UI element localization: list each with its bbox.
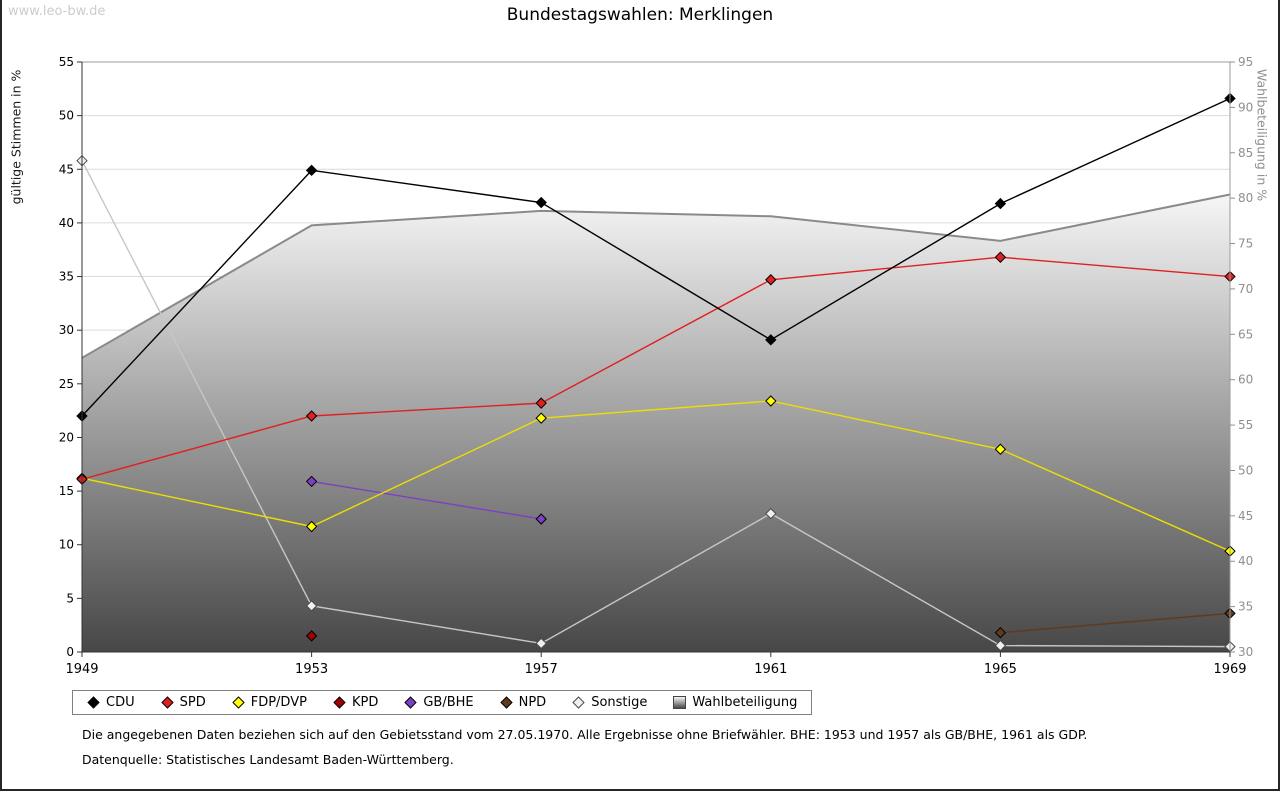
svg-text:25: 25	[59, 377, 74, 391]
svg-text:80: 80	[1238, 191, 1253, 205]
legend-diamond-icon	[160, 696, 174, 709]
svg-text:95: 95	[1238, 55, 1253, 69]
data-point-marker	[994, 443, 1007, 455]
data-point-marker	[305, 520, 318, 533]
wahlbeteiligung-area	[82, 194, 1230, 652]
series-kpd	[305, 630, 318, 642]
svg-text:40: 40	[59, 216, 74, 230]
legend-diamond-icon	[333, 696, 346, 709]
data-point-marker	[535, 412, 547, 424]
legend-item-gb-bhe: GB/BHE	[404, 695, 474, 710]
svg-text:1949: 1949	[65, 662, 98, 677]
data-point-marker	[765, 395, 777, 407]
legend-label: SPD	[179, 695, 206, 710]
data-point-marker	[765, 507, 777, 520]
svg-text:20: 20	[59, 430, 74, 444]
svg-text:35: 35	[1238, 600, 1253, 614]
series-gb-bhe	[305, 475, 547, 525]
watermark: www.leo-bw.de	[8, 4, 106, 19]
left-axis-title: gültige Stimmen in %	[8, 69, 24, 205]
legend-diamond-icon	[404, 696, 418, 709]
legend-label: CDU	[106, 695, 135, 710]
legend-label: KPD	[351, 695, 379, 710]
svg-text:55: 55	[59, 55, 74, 69]
svg-text:90: 90	[1238, 100, 1253, 114]
wahlbeteiligung-line	[81, 193, 1231, 359]
svg-text:5: 5	[66, 591, 74, 605]
legend-diamond-icon	[499, 696, 513, 709]
svg-text:60: 60	[1238, 373, 1253, 387]
data-point-marker	[994, 639, 1007, 652]
svg-text:0: 0	[66, 645, 74, 659]
data-point-marker	[765, 334, 777, 346]
data-point-marker	[305, 164, 318, 177]
data-point-marker	[535, 637, 547, 650]
legend-item-spd: SPD	[160, 695, 206, 710]
svg-text:35: 35	[59, 270, 74, 284]
right-axis-labels: 30 35 40 45 50 55 60 65 70 75 80 85 90 95	[1230, 55, 1253, 659]
svg-text:70: 70	[1238, 282, 1253, 296]
legend-item-npd: NPD	[499, 695, 547, 710]
data-point-marker	[535, 196, 547, 209]
data-point-marker	[305, 410, 318, 422]
legend-area-swatch-icon	[673, 696, 687, 709]
svg-text:30: 30	[59, 323, 74, 337]
data-point-marker	[305, 600, 318, 612]
svg-text:30: 30	[1238, 645, 1253, 659]
svg-text:40: 40	[1238, 554, 1253, 568]
legend-item-cdu: CDU	[87, 695, 135, 710]
data-point-marker	[994, 626, 1007, 639]
svg-text:65: 65	[1238, 327, 1253, 341]
svg-text:1961: 1961	[754, 662, 787, 677]
svg-text:75: 75	[1238, 237, 1253, 251]
data-point-marker	[994, 197, 1007, 210]
data-point-marker	[765, 274, 777, 286]
svg-text:85: 85	[1238, 146, 1253, 160]
chart-legend: CDU SPD FDP/DVP KPD GB/BHE NPD Sonstige Wahlbet…	[72, 690, 813, 715]
data-point-marker	[305, 630, 318, 642]
data-point-marker	[535, 397, 547, 409]
left-axis-labels: 0 5 10 15 20 25 30 35 40 45 50 55	[59, 55, 82, 659]
svg-text:1957: 1957	[525, 662, 558, 677]
legend-diamond-icon	[232, 696, 245, 709]
legend-item-sonstige: Sonstige	[572, 695, 647, 710]
footnote-data-basis: Die angegebenen Daten beziehen sich auf …	[82, 727, 1088, 742]
svg-text:1953: 1953	[295, 662, 328, 677]
svg-text:55: 55	[1238, 418, 1253, 432]
legend-item-fdp-dvp: FDP/DVP	[232, 695, 307, 710]
series-fdp-dvp	[76, 395, 1236, 557]
data-point-marker	[994, 251, 1007, 263]
election-results-chart: 0 5 10 15 20 25 30 35 40 45 50 55 30 35 40 45 50 55 60 65 70…	[59, 55, 1254, 677]
svg-text:10: 10	[59, 538, 74, 552]
data-point-marker	[305, 475, 318, 488]
legend-diamond-icon	[572, 696, 585, 709]
x-axis-labels: 1949 1953 1957 1961 1965 1969	[65, 652, 1247, 677]
legend-item-kpd: KPD	[333, 695, 378, 710]
footnote-data-source: Datenquelle: Statistisches Landesamt Bad…	[82, 752, 454, 767]
svg-text:45: 45	[1238, 509, 1253, 523]
legend-label: NPD	[518, 695, 547, 710]
data-point-marker	[535, 513, 547, 525]
legend-item-wahlbeteiligung: Wahlbeteiligung	[673, 695, 797, 710]
page-title: Bundestagswahlen: Merklingen	[506, 5, 774, 25]
svg-text:15: 15	[59, 484, 74, 498]
legend-label: Wahlbeteiligung	[692, 695, 798, 710]
legend-label: GB/BHE	[423, 695, 474, 710]
svg-text:45: 45	[59, 162, 74, 176]
svg-text:50: 50	[59, 109, 74, 123]
svg-text:1969: 1969	[1213, 662, 1246, 677]
svg-text:50: 50	[1238, 463, 1253, 477]
series-spd	[76, 251, 1236, 485]
legend-diamond-icon	[87, 696, 100, 709]
legend-label: FDP/DVP	[250, 695, 307, 710]
legend-label: Sonstige	[591, 695, 648, 710]
svg-text:1965: 1965	[984, 662, 1017, 677]
right-axis-title: Wahlbeteiligung in %	[1254, 68, 1270, 202]
